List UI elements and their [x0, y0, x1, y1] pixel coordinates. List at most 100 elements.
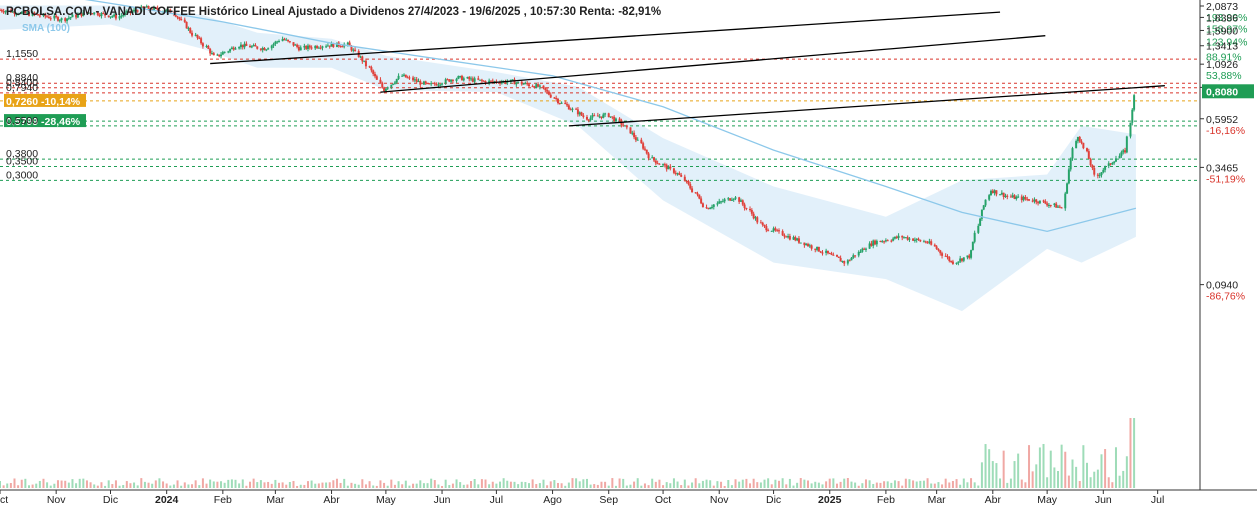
candle-body	[1017, 196, 1020, 198]
candle-body	[462, 78, 465, 81]
candle-body	[37, 14, 40, 16]
volume-bar	[995, 463, 998, 488]
candle-body	[419, 81, 422, 85]
candle-body	[707, 208, 710, 210]
candle-body	[674, 172, 677, 174]
volume-bar	[970, 478, 973, 488]
candle-body	[799, 242, 802, 244]
candle-body	[1035, 199, 1038, 203]
candle-body	[87, 12, 90, 14]
candle-body	[1124, 150, 1127, 153]
volume-bar	[89, 482, 92, 488]
volume-bar	[585, 478, 588, 488]
candle-body	[1102, 169, 1105, 173]
candle-body	[580, 112, 583, 116]
candle-body	[245, 43, 248, 46]
volume-bar	[781, 478, 784, 488]
volume-bar	[807, 480, 809, 488]
candle-body	[372, 70, 375, 74]
x-tick-label: Dic	[103, 494, 118, 506]
candle-body	[80, 13, 83, 17]
candle-body	[254, 45, 257, 47]
candle-body	[424, 81, 427, 84]
candle-body	[667, 166, 670, 170]
volume-bar	[466, 484, 469, 488]
candle-body	[604, 113, 607, 115]
candle-body	[1042, 200, 1045, 202]
candle-body	[850, 257, 853, 261]
candle-body	[267, 48, 270, 50]
candle-body	[625, 125, 628, 128]
volume-bar	[415, 483, 418, 488]
volume-bar	[455, 479, 458, 488]
volume-bar	[1028, 445, 1031, 488]
candle-body	[629, 127, 632, 134]
volume-bar	[716, 481, 719, 488]
candle-body	[814, 248, 817, 250]
volume-bar	[448, 485, 451, 488]
candle-body	[466, 77, 469, 79]
volume-bar	[778, 480, 781, 488]
candle-body	[957, 261, 960, 263]
candle-body	[995, 190, 998, 195]
volume-bar	[730, 485, 733, 488]
candle-body	[482, 80, 485, 82]
candle-body	[841, 261, 844, 263]
candle-body	[209, 48, 212, 54]
candle-body	[47, 16, 50, 19]
candle-body	[750, 210, 753, 214]
candle-body	[839, 257, 842, 262]
volume-bar	[904, 478, 907, 488]
volume-bar	[426, 483, 429, 488]
candle-body	[113, 14, 116, 17]
volume-bar	[625, 485, 628, 488]
candle-body	[0, 9, 3, 12]
y-pct-label: -51,19%	[1206, 173, 1245, 185]
volume-bar	[263, 482, 266, 488]
candle-body	[687, 180, 690, 185]
candle-body	[381, 82, 384, 88]
candle-body	[53, 15, 56, 19]
sma-legend: SMA (100)	[22, 23, 70, 34]
volume-bar	[879, 482, 882, 488]
candle-body	[531, 86, 534, 88]
candle-body	[749, 208, 752, 211]
last-price-badge	[1202, 84, 1254, 99]
volume-bar	[1020, 479, 1023, 488]
candle-body	[383, 87, 386, 91]
candle-body	[1111, 163, 1114, 165]
candle-body	[654, 160, 657, 164]
volume-bar	[792, 485, 795, 488]
candle-body	[727, 198, 730, 200]
candle-body	[0, 9, 1, 11]
volume-bar	[567, 482, 570, 488]
volume-bar	[593, 484, 596, 488]
volume-bar	[82, 478, 85, 488]
level-badge	[4, 114, 86, 128]
candle-body	[42, 13, 45, 16]
volume-bar	[96, 485, 99, 488]
candle-body	[24, 10, 27, 14]
candle-body	[359, 56, 362, 58]
volume-bar	[821, 484, 824, 488]
candle-body	[919, 239, 922, 242]
candle-body	[881, 241, 884, 243]
candle-body	[535, 84, 538, 88]
candle-body	[1109, 163, 1112, 165]
volume-bar	[897, 481, 900, 488]
candle-body	[837, 256, 840, 258]
candle-body	[937, 248, 940, 251]
candle-body	[210, 53, 213, 55]
candle-body	[403, 74, 405, 76]
volume-bar	[444, 479, 447, 488]
volume-bar	[691, 482, 694, 488]
candle-body	[167, 9, 170, 11]
candle-body	[1015, 196, 1018, 199]
volume-bar	[390, 479, 393, 488]
candle-body	[451, 79, 454, 82]
x-tick-label: Abr	[985, 494, 1002, 506]
candle-body	[585, 116, 588, 120]
volume-bar	[571, 478, 574, 488]
candle-body	[917, 238, 920, 240]
volume-bar	[980, 462, 983, 488]
